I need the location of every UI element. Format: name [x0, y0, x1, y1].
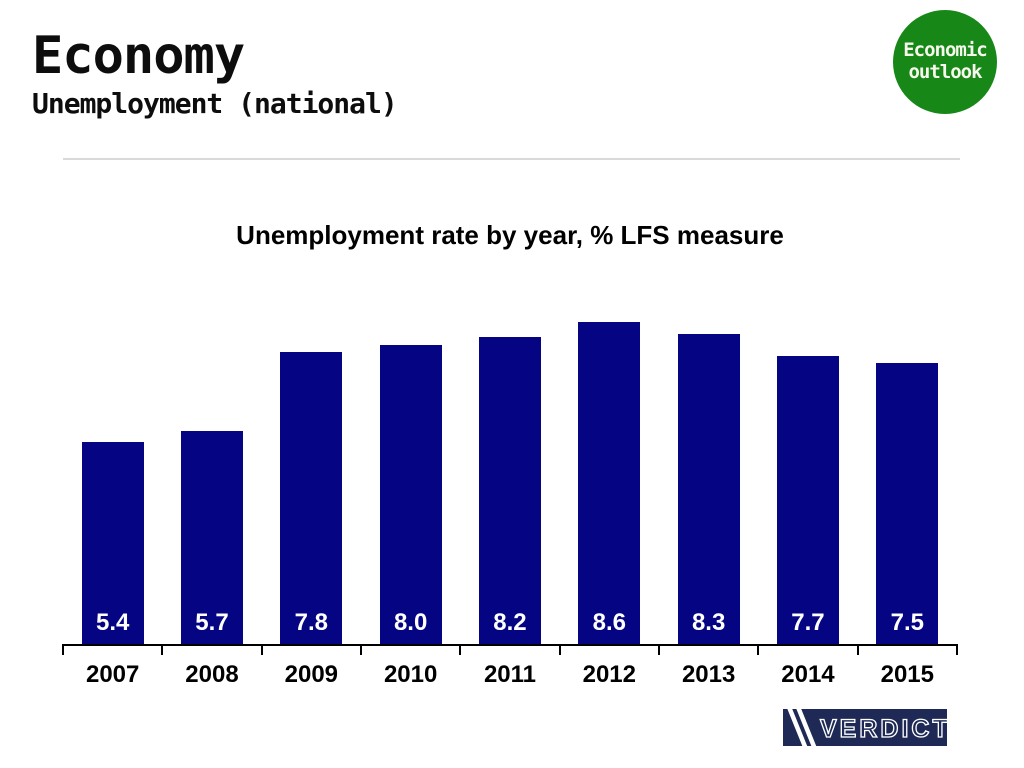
- x-axis-label: 2015: [880, 661, 934, 688]
- axis-ticks: [62, 644, 958, 655]
- badge-line-1: Economic: [903, 39, 988, 62]
- x-axis-label: 2007: [85, 661, 140, 688]
- header-divider: [63, 158, 960, 160]
- chart-title: Unemployment rate by year, % LFS measure: [236, 220, 784, 250]
- bar-2012: 8.6: [578, 322, 641, 644]
- bar-value-label: 7.7: [791, 609, 825, 636]
- x-axis-label: 2010: [383, 661, 438, 688]
- x-axis-label: 2008: [185, 661, 239, 688]
- x-axis-label: 2013: [681, 661, 736, 688]
- bar-2011: 8.2: [478, 337, 541, 644]
- axis-tick: [459, 644, 462, 655]
- economic-outlook-badge: Economic outlook: [893, 10, 997, 114]
- bar-2013: 8.3: [677, 334, 740, 644]
- page-subtitle: Unemployment (national): [32, 87, 398, 120]
- bar-2007: 5.4: [81, 442, 144, 644]
- x-axis-line: [63, 644, 958, 646]
- bar-group: 7.5: [858, 300, 957, 644]
- axis-tick: [757, 644, 760, 655]
- x-axis-label: 2014: [781, 661, 835, 688]
- bar-group: 8.0: [361, 300, 460, 644]
- bar-value-label: 7.8: [294, 609, 328, 636]
- axis-tick: [161, 644, 164, 655]
- axis-tick: [558, 644, 561, 655]
- plot-area: 5.4 5.7 7.8 8.0 8.2 8.6 8.3 7.7 7.5: [63, 300, 957, 644]
- bar-group: 7.8: [262, 300, 361, 644]
- bar-group: 7.7: [758, 300, 857, 644]
- bar-2009: 7.8: [280, 352, 343, 644]
- x-axis-label: 2011: [483, 661, 537, 688]
- page-title: Economy: [32, 26, 245, 86]
- bar-value-label: 5.4: [95, 609, 130, 636]
- bar-2008: 5.7: [180, 431, 243, 644]
- x-axis-labels: 2007 2008 2009 2010 2011 2012 2013 2014 2015: [63, 661, 957, 689]
- bar-group: 8.3: [659, 300, 758, 644]
- bar-group: 8.6: [560, 300, 659, 644]
- bar-2015: 7.5: [876, 363, 939, 644]
- bar-value-label: 5.7: [195, 609, 229, 636]
- axis-tick: [657, 644, 660, 655]
- bar-group: 8.2: [460, 300, 559, 644]
- axis-tick: [856, 644, 859, 655]
- axis-tick: [956, 644, 958, 655]
- bar-group: 5.4: [63, 300, 162, 644]
- axis-tick: [359, 644, 362, 655]
- bar-value-label: 8.0: [393, 609, 428, 636]
- verdict-logo: VERDICT: [783, 709, 947, 746]
- bar-value-label: 7.5: [890, 609, 924, 636]
- bar-value-label: 8.6: [592, 609, 626, 636]
- x-axis-label: 2009: [284, 661, 339, 688]
- bar-value-label: 8.2: [493, 609, 527, 636]
- logo-text: VERDICT: [820, 715, 947, 743]
- bar-value-label: 8.3: [691, 609, 726, 636]
- x-axis-label: 2012: [582, 661, 636, 688]
- badge-line-2: outlook: [908, 61, 982, 83]
- axis-tick: [260, 644, 263, 655]
- bar-group: 5.7: [162, 300, 261, 644]
- axis-tick: [62, 644, 64, 655]
- logo-slash-icon: [787, 709, 817, 746]
- bar-2010: 8.0: [379, 345, 442, 644]
- bar-2014: 7.7: [776, 356, 839, 644]
